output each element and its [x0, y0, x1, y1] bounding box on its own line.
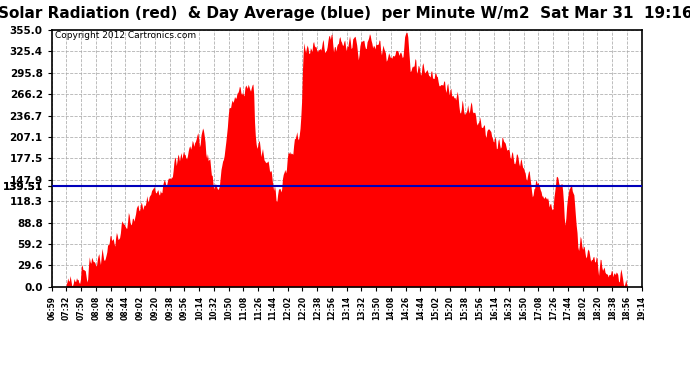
Text: Copyright 2012 Cartronics.com: Copyright 2012 Cartronics.com: [55, 31, 196, 40]
Text: Solar Radiation (red)  & Day Average (blue)  per Minute W/m2  Sat Mar 31  19:16: Solar Radiation (red) & Day Average (blu…: [0, 6, 690, 21]
